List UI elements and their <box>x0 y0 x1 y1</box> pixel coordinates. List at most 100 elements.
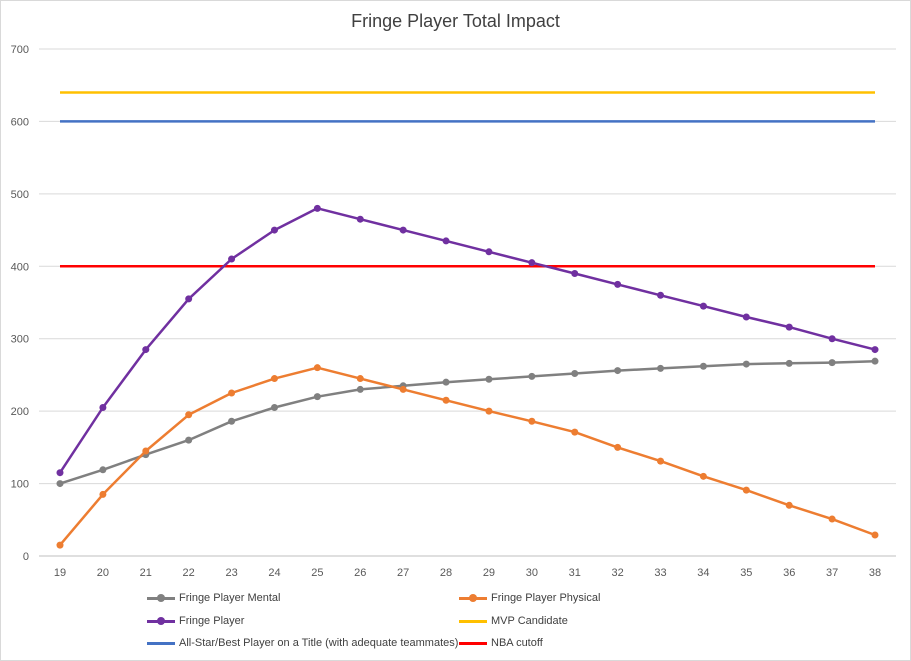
series-1-point[interactable] <box>99 490 107 498</box>
x-tick-label: 30 <box>526 567 538 579</box>
series-2-point[interactable] <box>485 248 493 256</box>
series-2-point[interactable] <box>442 237 450 245</box>
series-0-point[interactable] <box>485 375 493 383</box>
series-1-point[interactable] <box>356 375 364 383</box>
legend-swatch-0 <box>147 593 175 603</box>
y-tick-label: 400 <box>11 261 29 273</box>
legend-label-1: Fringe Player Physical <box>491 592 601 604</box>
x-tick-label: 21 <box>140 567 152 579</box>
series-2-point[interactable] <box>871 346 879 354</box>
series-1-point[interactable] <box>142 447 150 455</box>
series-0-point[interactable] <box>228 417 236 425</box>
series-0-point[interactable] <box>742 360 750 368</box>
series-2-point[interactable] <box>657 291 665 299</box>
x-tick-label: 23 <box>225 567 237 579</box>
series-0-point[interactable] <box>313 393 321 401</box>
x-tick-label: 22 <box>183 567 195 579</box>
series-2-point[interactable] <box>699 302 707 310</box>
x-tick-label: 20 <box>97 567 109 579</box>
series-2-point[interactable] <box>270 226 278 234</box>
series-2-point[interactable] <box>614 280 622 288</box>
series-1-point[interactable] <box>742 486 750 494</box>
series-0-point[interactable] <box>699 362 707 370</box>
y-tick-label: 100 <box>11 479 29 491</box>
series-2-point[interactable] <box>99 404 107 412</box>
x-tick-label: 38 <box>869 567 881 579</box>
legend-item-4[interactable]: All-Star/Best Player on a Title (with ad… <box>147 637 458 649</box>
series-line-0 <box>59 359 876 485</box>
x-tick-label: 33 <box>654 567 666 579</box>
series-1-point[interactable] <box>185 411 193 419</box>
series-0-point[interactable] <box>828 359 836 367</box>
series-2-point[interactable] <box>742 313 750 321</box>
series-lines <box>56 91 879 549</box>
x-tick-label: 37 <box>826 567 838 579</box>
x-tick-label: 26 <box>354 567 366 579</box>
legend-item-3[interactable]: MVP Candidate <box>459 615 568 627</box>
y-tick-label: 700 <box>11 44 29 56</box>
legend-item-1[interactable]: Fringe Player Physical <box>459 592 600 604</box>
series-1-point[interactable] <box>485 407 493 415</box>
series-1-point[interactable] <box>228 389 236 397</box>
series-0-point[interactable] <box>185 436 193 444</box>
series-2-point[interactable] <box>56 469 64 477</box>
series-2-point[interactable] <box>356 215 364 223</box>
series-1-point[interactable] <box>528 417 536 425</box>
series-1-point[interactable] <box>657 457 665 465</box>
series-1-point[interactable] <box>871 531 879 539</box>
series-line-2 <box>58 207 876 474</box>
series-0-point[interactable] <box>56 480 64 488</box>
series-0-point[interactable] <box>356 385 364 393</box>
chart-title: Fringe Player Total Impact <box>351 11 560 31</box>
series-0-point[interactable] <box>614 367 622 375</box>
legend-swatch-1 <box>459 593 487 603</box>
y-tick-label: 0 <box>23 551 29 563</box>
series-1-point[interactable] <box>828 515 836 523</box>
series-2-point[interactable] <box>528 259 536 267</box>
series-1-point[interactable] <box>56 541 64 549</box>
gridlines <box>39 48 896 557</box>
legend-swatch-4 <box>147 638 175 648</box>
x-tick-label: 24 <box>268 567 280 579</box>
series-1-point[interactable] <box>442 396 450 404</box>
legend-swatch-3 <box>459 616 487 626</box>
series-2-point[interactable] <box>313 204 321 212</box>
series-1-point[interactable] <box>270 375 278 383</box>
series-2-point[interactable] <box>571 270 579 278</box>
series-line-1 <box>59 366 876 546</box>
x-axis-ticks: 19 20 21 22 23 24 25 26 27 28 29 30 31 32 33 34 35 36 37 38 <box>54 567 881 579</box>
legend-label-2: Fringe Player <box>179 615 245 627</box>
legend-item-5[interactable]: NBA cutoff <box>459 637 543 649</box>
x-tick-label: 25 <box>311 567 323 579</box>
series-0-point[interactable] <box>528 372 536 380</box>
series-0-point[interactable] <box>571 369 579 377</box>
series-0-point[interactable] <box>270 404 278 412</box>
series-0-point[interactable] <box>785 359 793 367</box>
series-2-point[interactable] <box>228 255 236 263</box>
series-1-point[interactable] <box>785 501 793 509</box>
series-1-point[interactable] <box>699 472 707 480</box>
series-1-point[interactable] <box>571 428 579 436</box>
legend-swatch-2 <box>147 616 175 626</box>
y-tick-label: 600 <box>11 116 29 128</box>
series-2-point[interactable] <box>828 335 836 343</box>
series-1-point[interactable] <box>614 443 622 451</box>
series-2-point[interactable] <box>399 226 407 234</box>
series-1-point[interactable] <box>399 385 407 393</box>
series-1-point[interactable] <box>313 364 321 372</box>
legend-label-3: MVP Candidate <box>491 615 568 627</box>
series-0-point[interactable] <box>657 364 665 372</box>
legend-item-0[interactable]: Fringe Player Mental <box>147 592 281 604</box>
x-tick-label: 34 <box>697 567 709 579</box>
series-0-point[interactable] <box>442 378 450 386</box>
legend-item-2[interactable]: Fringe Player <box>147 615 244 627</box>
series-2-point[interactable] <box>142 346 150 354</box>
series-0-point[interactable] <box>871 357 879 365</box>
x-tick-label: 35 <box>740 567 752 579</box>
series-0-point[interactable] <box>99 466 107 474</box>
series-2-point[interactable] <box>185 295 193 303</box>
x-tick-label: 32 <box>612 567 624 579</box>
series-2-point[interactable] <box>785 323 793 331</box>
